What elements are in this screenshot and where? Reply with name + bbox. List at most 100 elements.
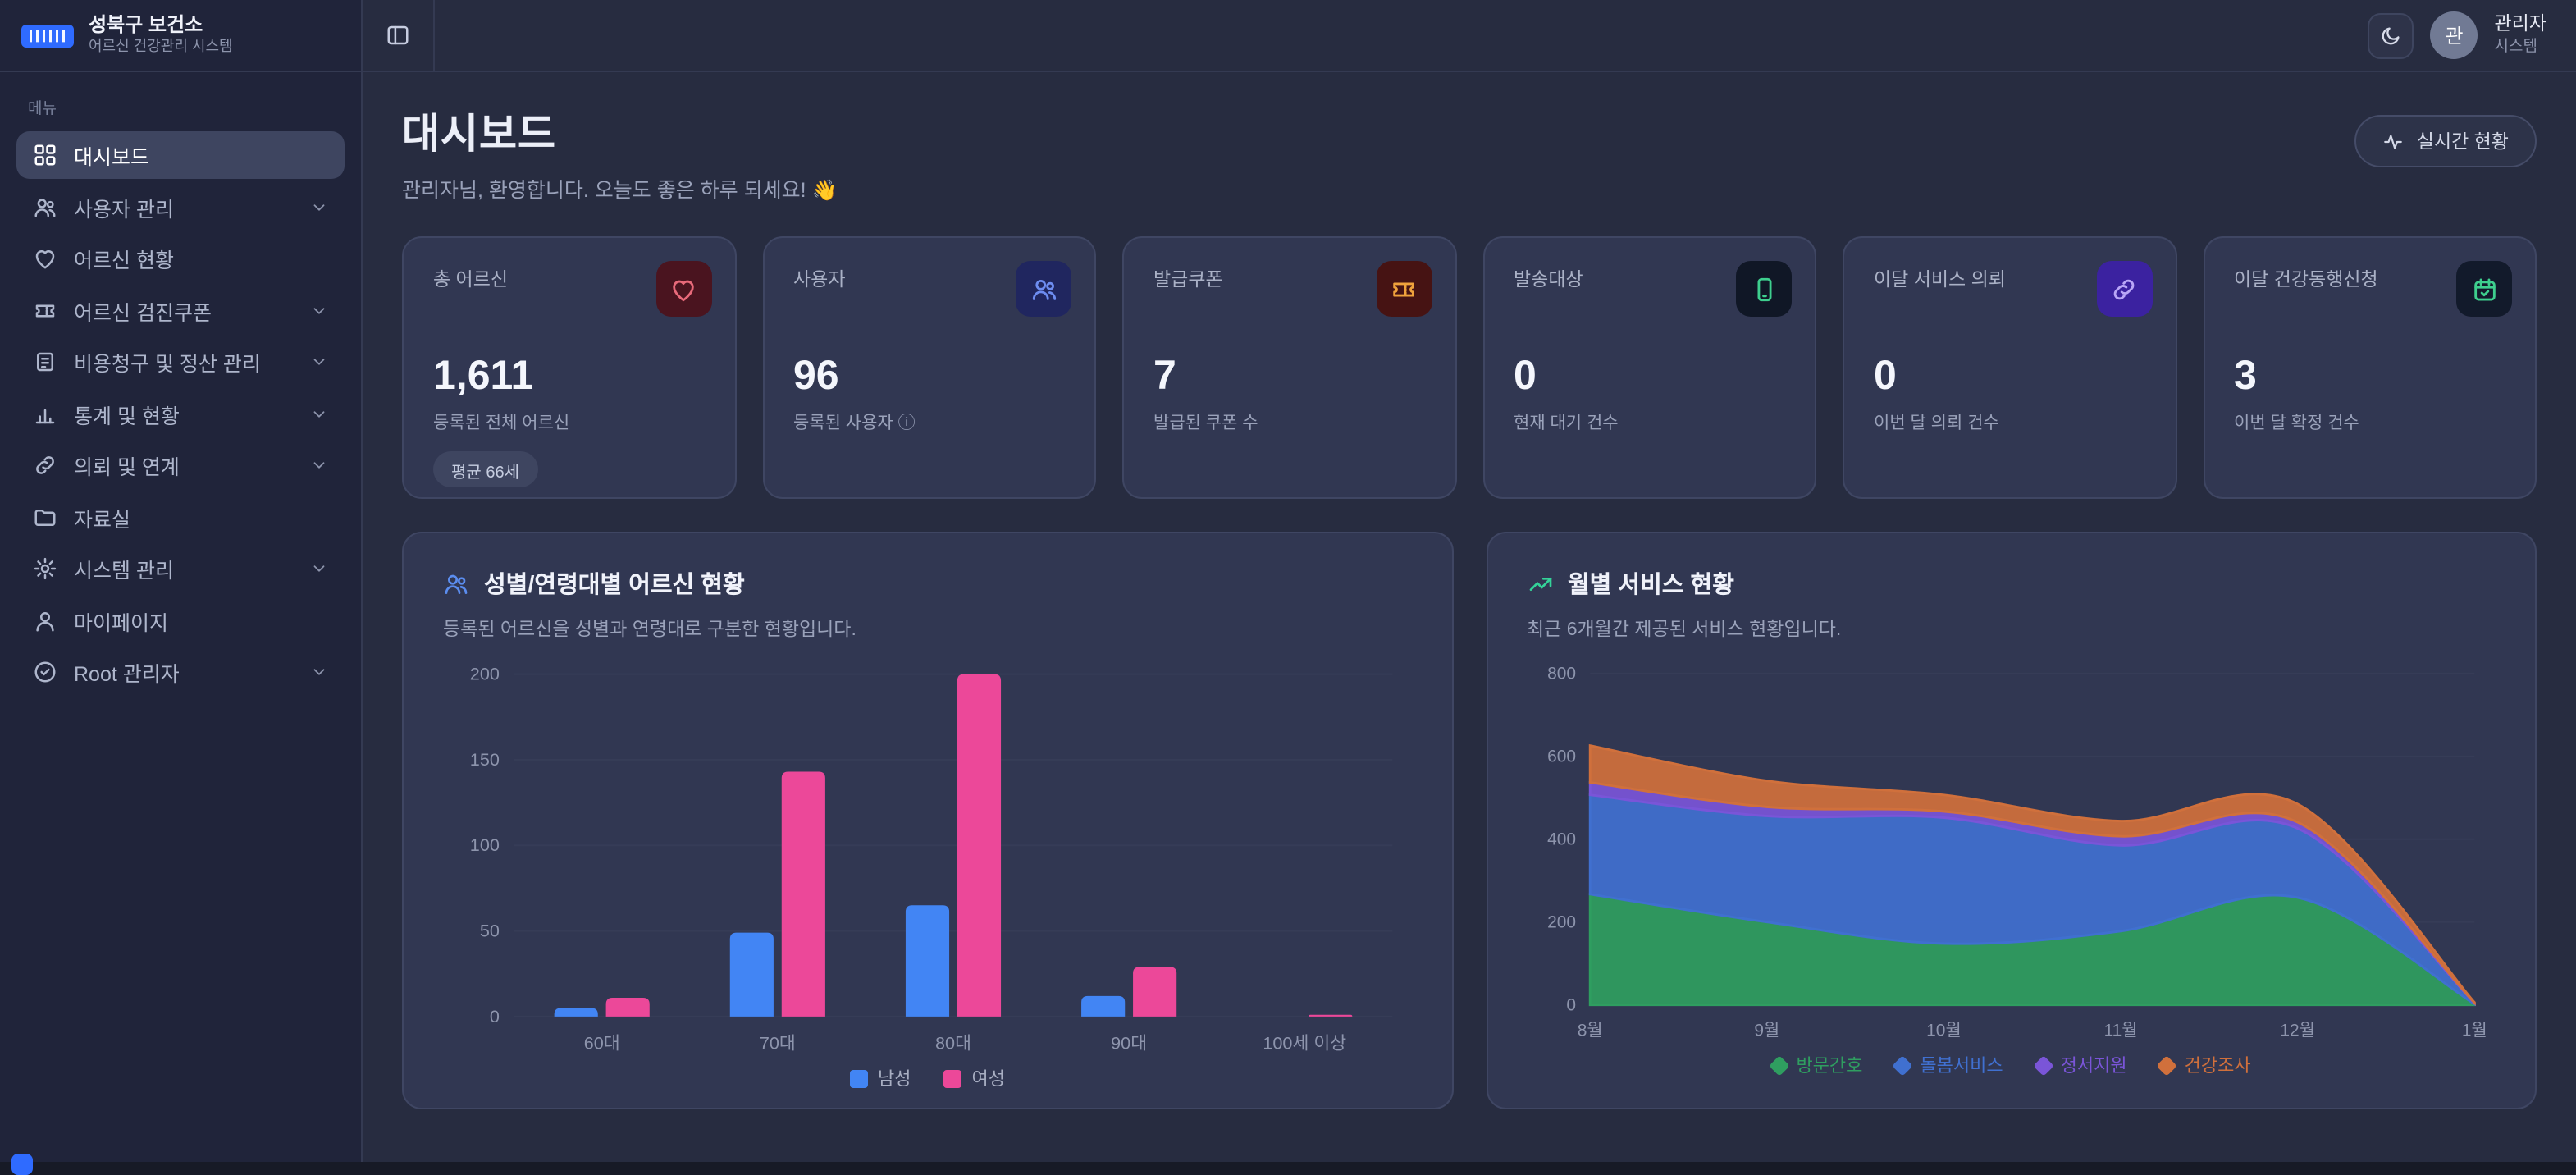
stat-caption: 이번 달 의뢰 건수 [1874,414,1999,433]
chevron-down-icon [310,198,328,216]
sidebar-item-billing[interactable]: 비용청구 및 정산 관리 [16,338,345,386]
svg-text:11월: 11월 [2103,1022,2137,1040]
gender-age-chart-legend: 남성 여성 [443,1065,1412,1091]
sidebar-item-statistics[interactable]: 통계 및 현황 [16,390,345,437]
stat-value: 7 [1153,353,1176,399]
legend-item[interactable]: 여성 [943,1065,1006,1091]
sidebar-item-label: 사용자 관리 [74,198,174,221]
svg-text:200: 200 [470,664,500,684]
topbar-right: 관 관리자 시스템 [2368,11,2551,59]
stat-title: 발송대상 [1514,271,1583,290]
stat-value: 3 [2234,353,2257,399]
monthly-service-chart-header: 월별 서비스 현황 [1527,566,2496,601]
dashboard-content: 대시보드 관리자님, 환영합니다. 오늘도 좋은 하루 되세요! 👋 실시간 현… [363,72,2576,1175]
users-icon [443,570,469,597]
user-avatar[interactable]: 관 [2430,11,2478,59]
users-icon [33,194,57,219]
gender-age-chart-card: 성별/연령대별 어르신 현황 등록된 어르신을 성별과 연령대로 구분한 현황입… [402,532,1453,1109]
dark-mode-toggle-button[interactable] [2368,12,2414,58]
stat-value: 96 [793,353,839,399]
svg-text:0: 0 [490,1006,500,1026]
stat-caption: 등록된 전체 어르신 [433,414,570,433]
svg-text:80대: 80대 [935,1032,971,1053]
activity-pulse-icon [2382,130,2404,152]
link-icon [33,453,57,478]
legend-item[interactable]: 돌봄서비스 [1892,1052,2003,1078]
svg-text:8월: 8월 [1577,1022,1602,1040]
stat-card-total-elderly: 총 어르신 1,611 등록된 전체 어르신 평균 66세 [402,236,736,499]
sidebar-item-label: 시스템 관리 [74,560,174,583]
smartphone-icon [1736,261,1792,317]
dashboard-grid-icon [33,143,57,167]
legend-item[interactable]: 남성 [850,1065,911,1091]
monthly-service-area-chart: 0 200 400 600 800 8월 9월 10월 11월 12월 1월 [1546,665,2487,1040]
folder-icon [33,505,57,529]
chart-title: 성별/연령대별 어르신 현황 [484,573,745,599]
org-system-name: 어르신 건강관리 시스템 [89,38,233,55]
svg-text:400: 400 [1546,830,1575,848]
legend-label: 남성 [878,1070,911,1090]
svg-text:90대: 90대 [1111,1032,1147,1053]
svg-text:200: 200 [1546,912,1575,931]
chart-subtitle: 최근 6개월간 제공된 서비스 현황입니다. [1527,620,1842,640]
monthly-service-chart-card: 월별 서비스 현황 최근 6개월간 제공된 서비스 현황입니다. 0 200 400… [1486,532,2537,1109]
sidebar-item-archive[interactable]: 자료실 [16,493,345,541]
stat-caption: 현재 대기 건수 [1514,414,1619,433]
sidebar-item-label: 어르신 검진쿠폰 [74,301,212,324]
gear-icon [33,556,57,581]
sidebar-item-dashboard[interactable]: 대시보드 [16,131,345,179]
sidebar-footer-avatar[interactable] [11,1154,33,1175]
stat-value: 1,611 [433,353,534,399]
sidebar-item-label: 의뢰 및 연계 [74,456,180,479]
legend-item[interactable]: 정서지원 [2032,1052,2127,1078]
stat-card-monthly-service-requests: 이달 서비스 의뢰 0 이번 달 의뢰 건수 [1843,236,2176,499]
sidebar-item-system-management[interactable]: 시스템 관리 [16,545,345,592]
sidebar-item-label: 마이페이지 [74,611,169,634]
legend-swatch [1892,1054,1914,1076]
stat-title: 이달 건강동행신청 [2234,271,2378,290]
chevron-down-icon [310,301,328,319]
sidebar-item-checkup-coupon[interactable]: 어르신 검진쿠폰 [16,286,345,334]
legend-item[interactable]: 방문간호 [1768,1052,1863,1078]
link-icon [2096,261,2152,317]
svg-text:50: 50 [480,920,500,940]
moon-icon [2380,24,2403,47]
stat-title: 사용자 [793,271,846,290]
heart-icon [33,246,57,271]
legend-label: 여성 [971,1070,1006,1090]
sidebar: 성북구 보건소 어르신 건강관리 시스템 메뉴 대시보드 사용자 관리 어르신 … [0,0,363,1175]
person-icon [33,608,57,633]
stat-value: 0 [1514,353,1537,399]
sidebar-toggle-button[interactable] [363,0,435,71]
user-name: 관리자 [2494,14,2547,34]
chart-title: 월별 서비스 현황 [1568,573,1734,599]
stat-title: 발급쿠폰 [1153,271,1223,290]
sidebar-item-root-admin[interactable]: Root 관리자 [16,648,345,696]
page-header: 대시보드 관리자님, 환영합니다. 오늘도 좋은 하루 되세요! 👋 실시간 현… [402,102,2537,203]
receipt-icon [33,350,57,374]
realtime-status-label: 실시간 현황 [2416,133,2509,153]
charts-row: 성별/연령대별 어르신 현황 등록된 어르신을 성별과 연령대로 구분한 현황입… [402,532,2537,1109]
sidebar-item-elderly-status[interactable]: 어르신 현황 [16,235,345,282]
calendar-check-icon [2456,261,2512,317]
svg-text:70대: 70대 [760,1032,796,1053]
legend-item[interactable]: 건강조사 [2156,1052,2251,1078]
stat-value: 0 [1874,353,1897,399]
chart-subtitle: 등록된 어르신을 성별과 연령대로 구분한 현황입니다. [443,620,856,640]
sidebar-item-referral[interactable]: 의뢰 및 연계 [16,441,345,489]
svg-text:12월: 12월 [2279,1022,2314,1040]
sidebar-item-mypage[interactable]: 마이페이지 [16,597,345,644]
legend-swatch [2032,1054,2054,1076]
sidebar-item-label: 비용청구 및 정산 관리 [74,353,261,376]
sidebar-item-user-management[interactable]: 사용자 관리 [16,183,345,231]
gender-age-chart-header: 성별/연령대별 어르신 현황 [443,566,1412,601]
realtime-status-button[interactable]: 실시간 현황 [2354,115,2537,167]
horizontal-scrollbar-track[interactable] [0,1162,2576,1175]
panel-left-icon [386,23,410,48]
ticket-icon [1376,261,1432,317]
stat-caption: 이번 달 확정 건수 [2234,414,2359,433]
legend-label: 방문간호 [1796,1057,1863,1077]
chevron-down-icon [310,405,328,423]
svg-text:800: 800 [1546,665,1575,684]
